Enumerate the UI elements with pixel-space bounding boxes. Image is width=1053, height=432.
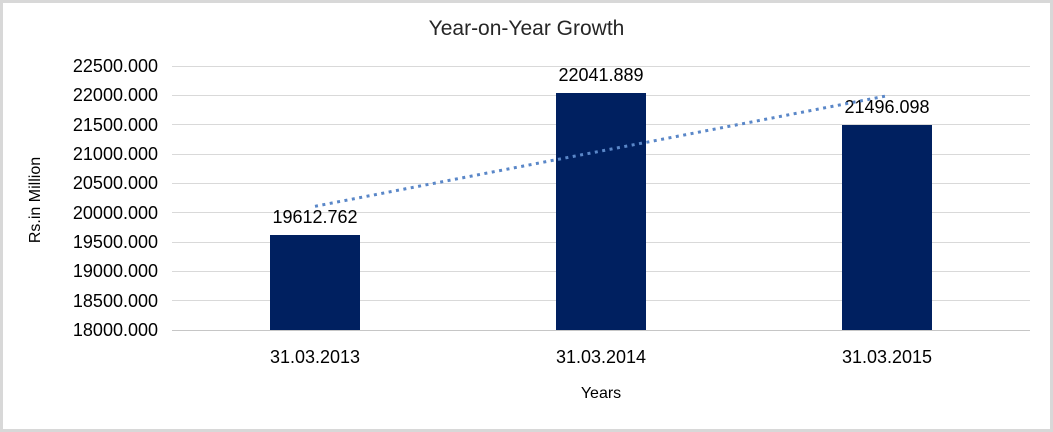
gridline: [172, 65, 1030, 67]
x-axis-category-label: 31.03.2015: [841, 347, 933, 367]
y-axis-tick-label: 18000.000: [72, 320, 158, 340]
x-axis-title: Years: [580, 385, 622, 402]
y-axis-tick-label: 21000.000: [72, 144, 158, 164]
data-label: 19612.762: [272, 207, 358, 228]
bar-31.03.2014: [556, 92, 646, 330]
y-axis-tick-label: 19000.000: [72, 261, 158, 282]
y-axis-tick-label: 18500.000: [72, 290, 158, 311]
y-axis-tick-label: 20000.000: [72, 202, 158, 223]
x-axis-category-label: 31.03.2013: [269, 347, 361, 367]
x-axis-line: [172, 330, 1030, 331]
y-axis-tick-label: 21500.000: [72, 114, 158, 135]
bar-31.03.2013: [270, 235, 360, 330]
x-axis-category-label: 31.03.2014: [555, 347, 647, 367]
y-axis-tick-label: 19500.000: [72, 232, 158, 252]
y-axis-tick-label: 20500.000: [72, 173, 158, 194]
y-axis-title: Rs.in Million: [27, 156, 44, 244]
y-axis-tick-label: 22000.000: [72, 85, 158, 106]
data-label: 21496.098: [844, 96, 930, 117]
data-label: 22041.889: [558, 64, 644, 85]
bar-31.03.2015: [842, 124, 932, 330]
y-axis-tick-label: 22500.000: [72, 56, 158, 76]
chart-title: Year-on-Year Growth: [428, 17, 625, 40]
